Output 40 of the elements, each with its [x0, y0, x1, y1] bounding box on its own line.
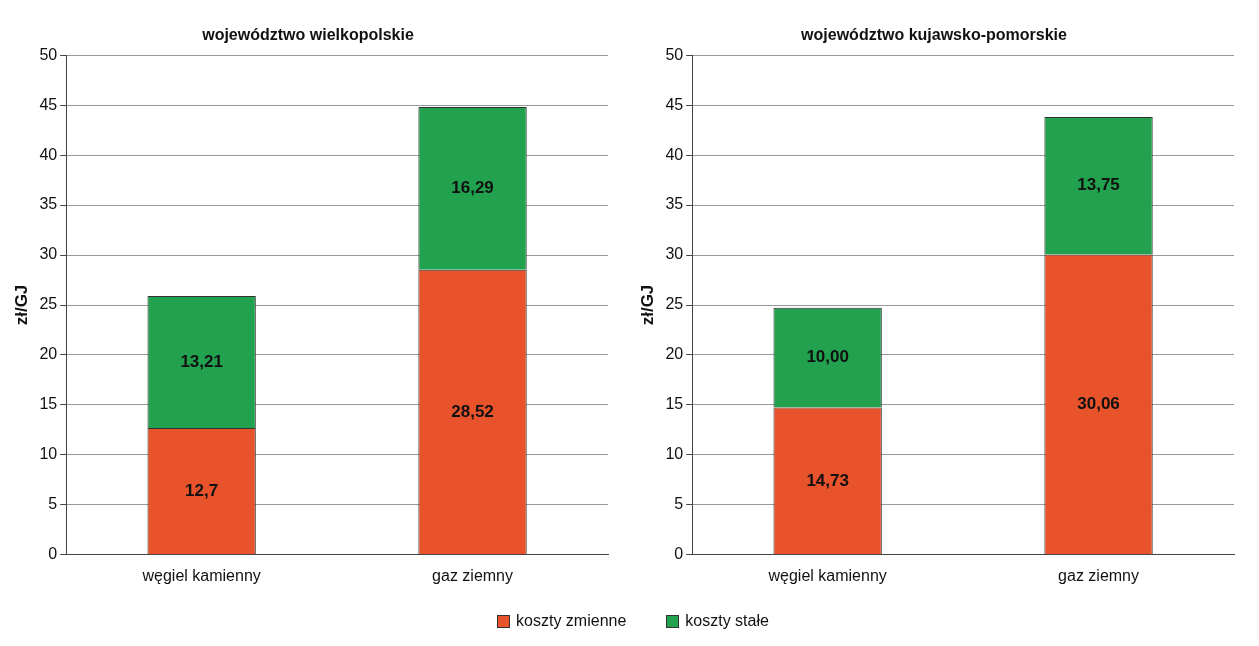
- x-tick-label: gaz ziemny: [1058, 566, 1140, 584]
- y-tick-label: 25: [39, 295, 58, 313]
- y-tick-label: 20: [665, 345, 684, 363]
- y-axis-title: zł/GJ: [637, 284, 657, 326]
- data-label: 13,21: [180, 351, 223, 371]
- y-tick-label: 35: [665, 195, 684, 213]
- y-tick-label: 45: [665, 95, 684, 113]
- chart-title: województwo wielkopolskie: [201, 26, 414, 44]
- y-tick-label: 20: [39, 345, 58, 363]
- data-label: 30,06: [1077, 394, 1120, 414]
- y-tick-label: 30: [39, 245, 58, 263]
- x-tick-label: węgiel kamienny: [767, 566, 887, 584]
- data-label: 12,7: [185, 480, 219, 500]
- y-tick-label: 0: [48, 545, 58, 563]
- y-tick-label: 40: [39, 145, 58, 163]
- x-tick-label: węgiel kamienny: [141, 566, 261, 584]
- y-tick-label: 5: [674, 495, 684, 513]
- data-label: 10,00: [806, 347, 849, 367]
- y-tick-label: 15: [39, 395, 58, 413]
- data-label: 14,73: [806, 470, 849, 490]
- chart-title: województwo kujawsko-pomorskie: [800, 26, 1068, 44]
- y-tick-label: 30: [665, 245, 684, 263]
- x-tick-label: gaz ziemny: [432, 566, 514, 584]
- y-tick-label: 35: [39, 195, 58, 213]
- y-tick-label: 50: [39, 45, 58, 63]
- y-tick-label: 40: [665, 145, 684, 163]
- legend-label: koszty stałe: [685, 612, 769, 630]
- y-tick-label: 10: [665, 445, 684, 463]
- y-tick-label: 25: [665, 295, 684, 313]
- y-tick-label: 5: [48, 495, 58, 513]
- y-tick-label: 10: [39, 445, 58, 463]
- y-tick-label: 15: [665, 395, 684, 413]
- y-tick-label: 0: [674, 545, 684, 563]
- y-axis-title: zł/GJ: [11, 284, 31, 326]
- data-label: 13,75: [1077, 175, 1120, 195]
- y-tick-label: 50: [665, 45, 684, 63]
- data-label: 16,29: [451, 178, 494, 198]
- data-label: 28,52: [451, 401, 494, 421]
- y-tick-label: 45: [39, 95, 58, 113]
- legend-label: koszty zmienne: [516, 612, 627, 630]
